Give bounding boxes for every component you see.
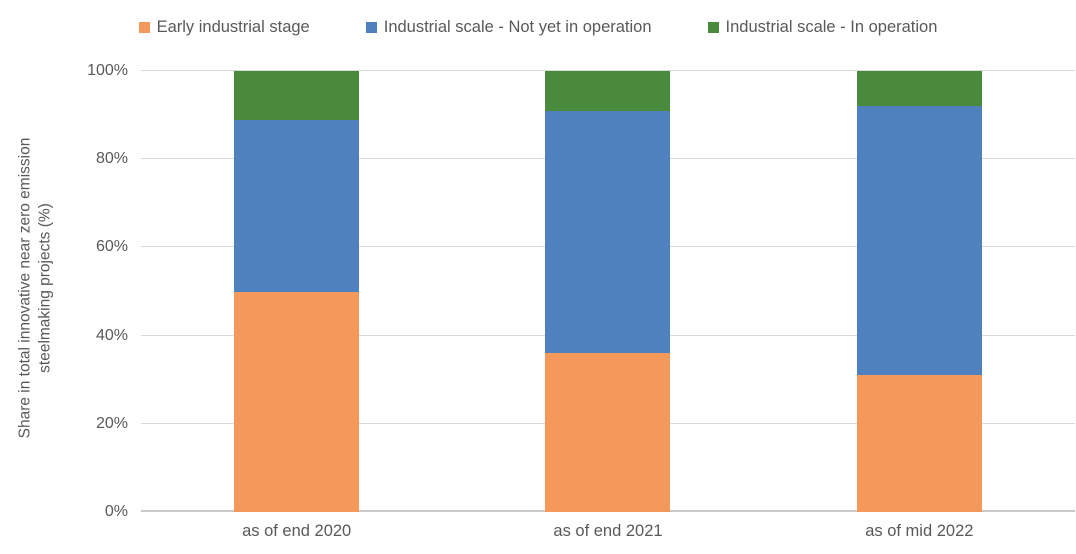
y-tick-label: 0% bbox=[104, 503, 128, 520]
bar-segment bbox=[545, 110, 671, 354]
stacked-bar-3 bbox=[856, 71, 982, 512]
bar-slot bbox=[764, 71, 1075, 512]
legend-label: Early industrial stage bbox=[156, 18, 310, 36]
gridline bbox=[141, 70, 1075, 71]
legend-item-1: Early industrial stage bbox=[138, 17, 310, 37]
legend-item-3: Industrial scale - In operation bbox=[707, 17, 938, 37]
y-tick-label: 100% bbox=[87, 62, 128, 79]
x-axis-label: as of mid 2022 bbox=[865, 522, 974, 540]
legend-swatch-icon bbox=[138, 21, 150, 33]
bar-segment bbox=[545, 353, 671, 512]
x-axis-labels: as of end 2020 as of end 2021 as of mid 20… bbox=[141, 520, 1075, 542]
legend: Early industrial stage Industrial scale -… bbox=[0, 17, 1076, 37]
legend-label: Industrial scale - Not yet in operation bbox=[383, 18, 652, 36]
x-axis-label: as of end 2020 bbox=[242, 522, 352, 540]
legend-swatch-icon bbox=[365, 21, 377, 33]
bar-segment bbox=[856, 71, 982, 107]
stacked-bar-2 bbox=[545, 71, 671, 512]
y-tick-label: 20% bbox=[95, 414, 128, 432]
y-tick-label: 80% bbox=[95, 150, 128, 168]
legend-swatch-icon bbox=[707, 21, 719, 33]
y-axis-title-line1: Share in total innovative near zero emis… bbox=[16, 137, 34, 439]
x-axis-label: as of end 2021 bbox=[553, 522, 663, 540]
bar-segment bbox=[856, 106, 982, 376]
legend-label: Industrial scale - In operation bbox=[725, 18, 938, 36]
y-axis-title: Share in total innovative near zero emis… bbox=[16, 68, 58, 509]
y-tick-label: 60% bbox=[95, 238, 128, 256]
y-tick-label: 40% bbox=[95, 326, 128, 344]
bar-slot bbox=[141, 71, 452, 512]
bar-segment bbox=[856, 375, 982, 512]
bar-segment bbox=[234, 119, 360, 292]
bar-segment bbox=[545, 71, 671, 111]
bar-segment bbox=[234, 291, 360, 512]
stacked-bar-1 bbox=[234, 71, 360, 512]
plot-area bbox=[141, 70, 1075, 512]
bar-segment bbox=[234, 71, 360, 120]
y-axis-title-line2: steelmaking projects (%) bbox=[36, 203, 54, 373]
legend-item-2: Industrial scale - Not yet in operation bbox=[365, 17, 652, 37]
bars-container bbox=[141, 71, 1075, 512]
bar-slot bbox=[452, 71, 763, 512]
